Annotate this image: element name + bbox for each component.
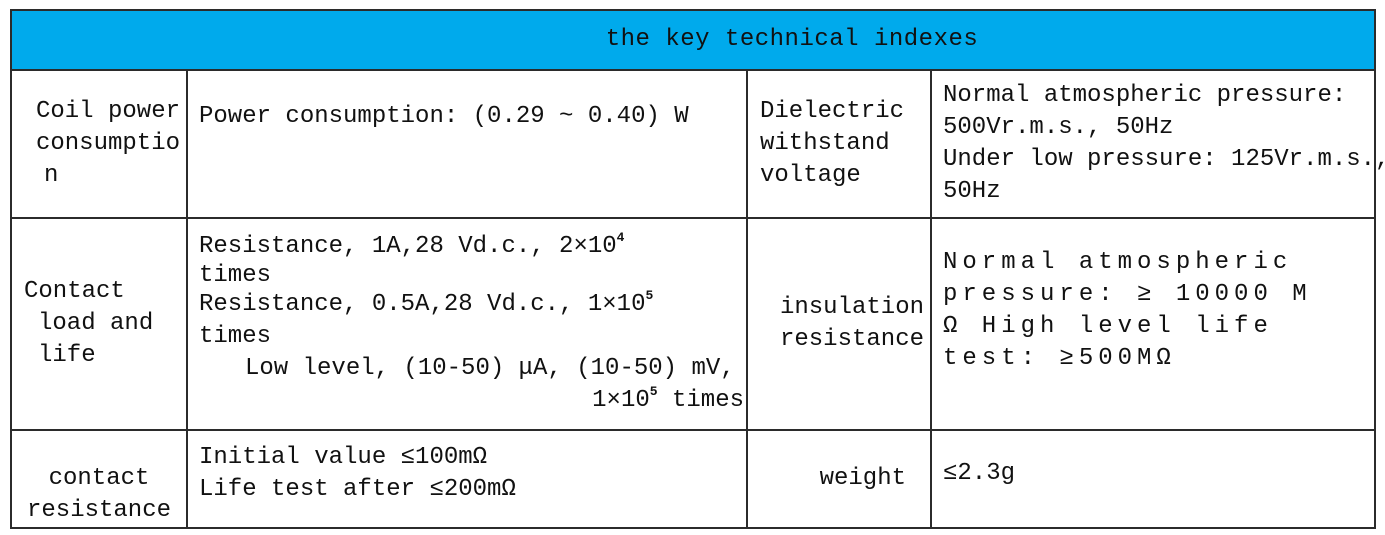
value-line: times (199, 323, 272, 350)
value-line: Low level, (10-50) μA, (10-50) mV, (245, 355, 735, 382)
value-line: Life test after ≤200mΩ (199, 476, 516, 503)
table-title: the key technical indexes (605, 26, 979, 53)
coil-power-value-cell: Power consumption: (0.29 ~ 0.40) W (186, 69, 748, 219)
technical-indexes-table: the key technical indexes Coil power con… (10, 9, 1385, 529)
table-header-row: the key technical indexes (10, 9, 1376, 71)
dielectric-label-cell: Dielectric withstand voltage (746, 69, 932, 219)
coil-power-label-cell: Coil power consumptio n (10, 69, 188, 219)
value-line: Under low pressure: 125Vr.m.s., (943, 146, 1385, 173)
value-line: Normal atmospheric pressure: (943, 82, 1347, 109)
weight-label-cell: weight (746, 429, 932, 529)
label-line: consumptio (35, 130, 180, 157)
table-row: Contact load and life Resistance, 1A,28 … (10, 217, 1376, 431)
insulation-label-cell: insulation resistance (746, 217, 932, 431)
label-line: life (38, 342, 96, 369)
value-line: ≤2.3g (943, 460, 1016, 487)
value-line: Normal atmospheric (943, 249, 1293, 276)
contact-resistance-label-cell: contact resistance (10, 429, 188, 529)
value-line: Power consumption: (0.29 ~ 0.40) W (199, 103, 689, 130)
label-line: resistance (779, 326, 924, 353)
label-line: Dielectric (760, 98, 905, 125)
table-title-cell: the key technical indexes (10, 9, 1376, 71)
contact-load-label-cell: Contact load and life (10, 217, 188, 431)
label-line: Contact (24, 278, 125, 305)
value-line: pressure: ≥ 10000 M (943, 281, 1312, 308)
weight-value-cell: ≤2.3g (930, 429, 1376, 529)
value-line: 500Vr.m.s., 50Hz (943, 114, 1174, 141)
insulation-value-cell: Normal atmospheric pressure: ≥ 10000 M Ω… (930, 217, 1376, 431)
value-line: Initial value ≤100mΩ (199, 444, 488, 471)
label-line: n (44, 162, 59, 189)
value-line: test: ≥500MΩ (943, 345, 1176, 372)
value-line: Resistance, 1A,28 Vd.c., 2×104 (199, 230, 625, 260)
value-line: Resistance, 0.5A,28 Vd.c., 1×105 (199, 288, 654, 318)
value-line: Ω High level life (943, 313, 1273, 340)
dielectric-value-cell: Normal atmospheric pressure: 500Vr.m.s.,… (930, 69, 1385, 219)
label-line: insulation (779, 294, 924, 321)
label-line: withstand (760, 130, 890, 157)
contact-resistance-value-cell: Initial value ≤100mΩ Life test after ≤20… (186, 429, 748, 529)
table-row: Coil power consumptio n Power consumptio… (10, 69, 1385, 219)
label-line: contact (48, 465, 150, 492)
value-line: times (199, 262, 272, 289)
label-line: Coil power (35, 98, 180, 125)
label-line: resistance (26, 497, 172, 524)
value-line: 50Hz (943, 178, 1001, 205)
label-line: load and (38, 310, 154, 337)
contact-load-value-cell: Resistance, 1A,28 Vd.c., 2×104 times Res… (186, 217, 748, 431)
label-line: voltage (760, 162, 861, 189)
value-line: 1×105 times (592, 384, 744, 414)
table-row: contact resistance Initial value ≤100mΩ … (10, 429, 1376, 529)
label-line: weight (819, 465, 906, 492)
